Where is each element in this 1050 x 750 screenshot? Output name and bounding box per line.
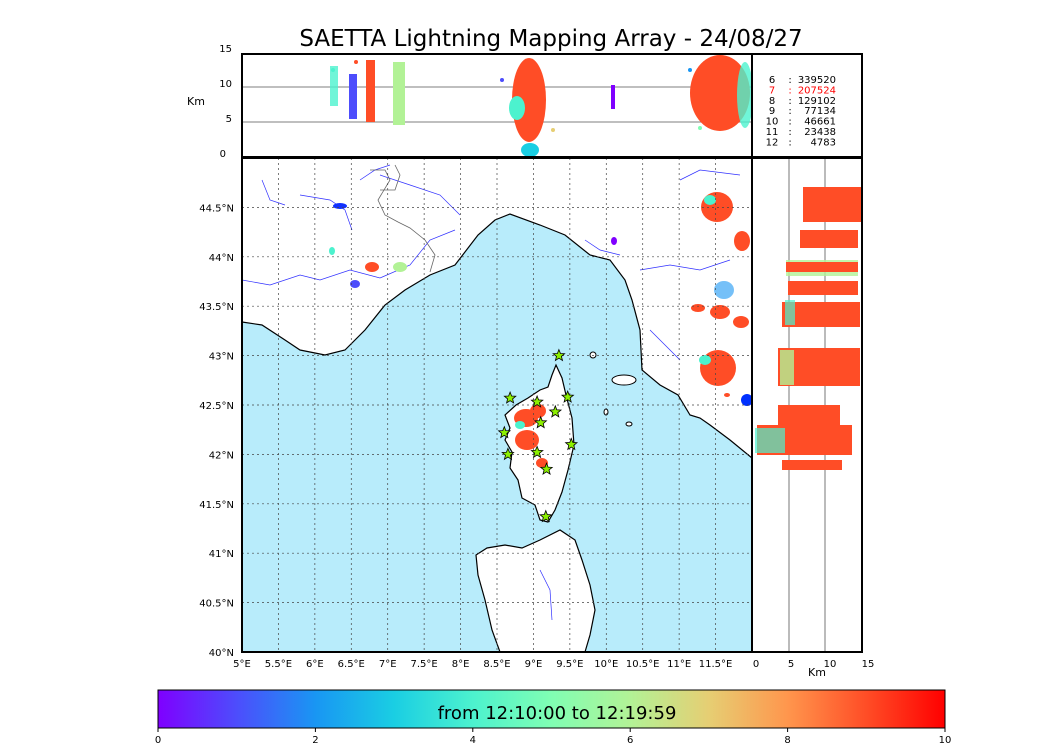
count-value: 207524 xyxy=(798,85,836,96)
colorbar-tick-label: 4 xyxy=(470,735,476,746)
count-separator: : xyxy=(788,127,791,138)
sardinia-land xyxy=(475,529,596,652)
lon-tick-label: 11°E xyxy=(667,659,691,670)
lon-tick-label: 5°E xyxy=(233,659,251,670)
map-panel: 44.5°N 44°N 43.5°N 43°N 42.5°N 42°N 41.5°N 41°N… xyxy=(199,157,753,670)
right-xtick-15: 15 xyxy=(862,659,875,670)
colorbar: from 12:10:00 to 12:19:59 0 2 4 6 8 10 xyxy=(155,689,952,746)
lon-tick-label: 9.5°E xyxy=(556,659,583,670)
lon-tick-label: 5.5°E xyxy=(265,659,292,670)
count-level: 12 xyxy=(766,137,779,148)
blue-marker xyxy=(741,394,752,406)
station-star xyxy=(539,509,553,523)
count-value: 77134 xyxy=(804,106,836,117)
station-star xyxy=(560,390,575,403)
count-level: 9 xyxy=(769,106,775,117)
station-star xyxy=(564,437,579,451)
map-axis-labels: 44.5°N 44°N 43.5°N 43°N 42.5°N 42°N 41.5°N 41°N… xyxy=(199,203,732,670)
station-star xyxy=(530,445,544,459)
lon-tick-label: 6.5°E xyxy=(338,659,365,670)
count-value: 23438 xyxy=(804,127,836,138)
count-level: 6 xyxy=(769,75,775,86)
top-panel: 15 10 5 0 Km 6:3395207:2075248:1291029:7… xyxy=(187,44,863,160)
top-ytick-0: 0 xyxy=(220,149,226,160)
corsica-land xyxy=(504,363,575,523)
lon-tick-label: 7.5°E xyxy=(411,659,438,670)
lon-tick-label: 9°E xyxy=(525,659,543,670)
lat-tick-label: 40.5°N xyxy=(199,599,234,610)
map-graticule xyxy=(242,158,752,652)
lon-tick-label: 7°E xyxy=(379,659,397,670)
lat-tick-label: 42°N xyxy=(209,450,234,461)
count-level: 7 xyxy=(769,85,775,96)
station-star xyxy=(533,415,548,429)
top-panel-sources xyxy=(330,55,752,156)
count-level: 10 xyxy=(766,117,779,128)
station-star xyxy=(530,394,544,408)
colorbar-tick-label: 8 xyxy=(784,735,790,746)
top-ytick-5: 5 xyxy=(226,114,232,125)
lat-tick-label: 43.5°N xyxy=(199,302,234,313)
count-value: 4783 xyxy=(811,137,836,148)
colorbar-label: from 12:10:00 to 12:19:59 xyxy=(438,703,677,724)
count-value: 339520 xyxy=(798,75,836,86)
station-star xyxy=(497,425,512,439)
flash-counts-list: 6:3395207:2075248:1291029:7713410:466611… xyxy=(766,75,836,148)
right-xtick-10: 10 xyxy=(824,659,837,670)
count-level: 11 xyxy=(766,127,779,138)
lon-tick-label: 10.5°E xyxy=(626,659,660,670)
right-panel: 0 5 10 15 Km xyxy=(751,157,875,679)
count-separator: : xyxy=(788,137,791,148)
lon-tick-label: 10°E xyxy=(594,659,618,670)
lat-tick-label: 43°N xyxy=(209,352,234,363)
lat-tick-label: 44.5°N xyxy=(199,203,234,214)
lat-tick-label: 41.5°N xyxy=(199,500,234,511)
top-ylabel: Km xyxy=(187,95,205,108)
map-lightning-sources xyxy=(329,192,750,468)
count-separator: : xyxy=(788,117,791,128)
top-ytick-15: 15 xyxy=(219,44,232,55)
count-separator: : xyxy=(788,85,791,96)
lon-tick-label: 6°E xyxy=(306,659,324,670)
top-ytick-10: 10 xyxy=(219,79,232,90)
count-value: 129102 xyxy=(798,96,836,107)
lat-tick-label: 44°N xyxy=(209,253,234,264)
colorbar-tick-label: 2 xyxy=(312,735,318,746)
count-value: 46661 xyxy=(804,117,836,128)
colorbar-ticks: 0 2 4 6 8 10 xyxy=(155,728,952,746)
lon-tick-label: 8.5°E xyxy=(483,659,510,670)
lon-tick-label: 8°E xyxy=(452,659,470,670)
lat-tick-label: 40°N xyxy=(209,648,234,659)
count-level: 8 xyxy=(769,96,775,107)
colorbar-tick-label: 10 xyxy=(939,735,952,746)
colorbar-rect xyxy=(157,689,946,729)
station-star xyxy=(552,348,566,362)
lake-geneva xyxy=(333,203,347,209)
right-xtick-5: 5 xyxy=(788,659,794,670)
station-star xyxy=(539,462,554,476)
station-star xyxy=(548,404,563,418)
right-xtick-0: 0 xyxy=(753,659,759,670)
lat-tick-label: 42.5°N xyxy=(199,401,234,412)
figure-title: SAETTA Lightning Mapping Array - 24/08/2… xyxy=(299,26,802,52)
count-separator: : xyxy=(788,96,791,107)
station-star xyxy=(501,447,515,461)
count-separator: : xyxy=(788,75,791,86)
lat-tick-label: 41°N xyxy=(209,549,234,560)
elba-island xyxy=(611,374,637,386)
right-panel-sources xyxy=(755,187,861,470)
station-star xyxy=(503,390,517,404)
station-markers xyxy=(497,348,579,523)
lon-tick-label: 11.5°E xyxy=(699,659,733,670)
count-separator: : xyxy=(788,106,791,117)
right-xlabel: Km xyxy=(808,666,826,679)
colorbar-tick-label: 6 xyxy=(627,735,633,746)
colorbar-tick-label: 0 xyxy=(155,735,161,746)
